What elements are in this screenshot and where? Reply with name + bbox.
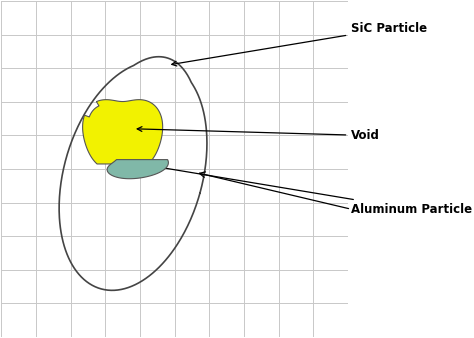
Text: Void: Void <box>137 127 380 142</box>
Text: SiC Particle: SiC Particle <box>172 22 428 66</box>
Text: Aluminum Particle: Aluminum Particle <box>144 163 473 216</box>
Polygon shape <box>82 100 163 164</box>
Polygon shape <box>107 160 168 179</box>
